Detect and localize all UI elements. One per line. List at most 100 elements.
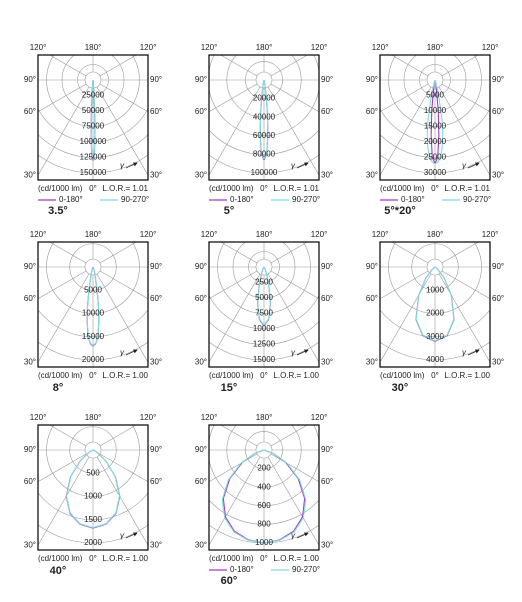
angle-label: 60° <box>321 294 333 303</box>
ray <box>434 266 490 300</box>
ray <box>209 266 265 300</box>
unit-label: (cd/1000 lm) <box>380 371 425 380</box>
gamma-symbol: γ <box>120 348 125 357</box>
lor-label: L.O.R.= 1.01 <box>273 184 319 193</box>
angle-label: 30° <box>195 357 207 366</box>
ray <box>263 79 319 113</box>
angle-label: 90° <box>321 445 333 454</box>
intensity-curve <box>259 79 265 160</box>
polar-panel: 180° 120° 120° 90° 90° 60° 60° 30° 30° 0° 200 400 60… <box>195 413 333 587</box>
caption: 3.5° <box>48 205 68 217</box>
r-tick-label: 20000 <box>424 137 447 146</box>
ray <box>434 79 490 113</box>
angle-label: 120° <box>311 413 328 422</box>
legend-label: 90-270° <box>463 195 491 204</box>
angle-label: 30° <box>366 170 378 179</box>
ray <box>263 242 308 268</box>
plot-area <box>38 425 148 550</box>
unit-label: (cd/1000 lm) <box>380 184 425 193</box>
caption: 8° <box>53 382 64 394</box>
angle-label: 180° <box>85 230 102 239</box>
gamma-symbol: γ <box>462 161 467 170</box>
angle-label: 60° <box>321 477 333 486</box>
ray <box>209 449 265 546</box>
angle-label: 90° <box>195 75 207 84</box>
angle-label: 0° <box>89 554 97 563</box>
ray <box>92 79 148 176</box>
angle-label: 60° <box>366 107 378 116</box>
r-tick-label: 15000 <box>82 332 105 341</box>
angle-label: 30° <box>492 170 504 179</box>
angle-label: 120° <box>30 413 47 422</box>
gamma-arrow <box>296 349 309 356</box>
intensity-curve <box>263 266 271 326</box>
caption: 30° <box>392 382 409 394</box>
r-tick-label: 2000 <box>84 538 102 547</box>
ray <box>92 266 148 363</box>
r-tick-label: 3000 <box>426 332 444 341</box>
angle-label: 60° <box>24 107 36 116</box>
r-tick-label: 75000 <box>82 122 105 131</box>
r-tick-label: 50000 <box>82 106 105 115</box>
r-tick-label: 60000 <box>253 131 276 140</box>
unit-label: (cd/1000 lm) <box>209 554 254 563</box>
legend-label: 90-270° <box>292 195 320 204</box>
caption: 60° <box>221 575 238 587</box>
intensity-curve <box>434 266 455 342</box>
ray <box>263 55 308 81</box>
legend-label: 90-270° <box>292 565 320 574</box>
plot-area <box>38 55 148 180</box>
plot-area <box>209 55 319 180</box>
ray <box>263 266 319 300</box>
gamma-symbol: γ <box>120 531 125 540</box>
r-tick-label: 2000 <box>426 309 444 318</box>
angle-label: 90° <box>492 262 504 271</box>
angle-label: 90° <box>150 262 162 271</box>
angle-label: 90° <box>24 445 36 454</box>
angle-label: 120° <box>140 230 157 239</box>
ray <box>391 55 436 81</box>
angle-label: 0° <box>260 371 268 380</box>
ray <box>263 449 319 483</box>
frame <box>208 424 320 551</box>
ray <box>49 55 94 81</box>
lor-label: L.O.R.= 1.01 <box>102 184 148 193</box>
angle-label: 60° <box>195 107 207 116</box>
angle-label: 180° <box>256 230 273 239</box>
frame <box>208 54 320 181</box>
angle-label: 30° <box>321 357 333 366</box>
angle-label: 90° <box>150 445 162 454</box>
angle-label: 0° <box>260 184 268 193</box>
intensity-curve <box>263 449 307 544</box>
plot-area <box>380 242 490 367</box>
r-tick-label: 15000 <box>424 122 447 131</box>
caption: 15° <box>221 382 238 394</box>
intensity-curve <box>263 79 269 160</box>
r-tick-label: 4000 <box>426 355 444 364</box>
ray <box>49 425 94 451</box>
angle-label: 60° <box>24 294 36 303</box>
angle-label: 120° <box>311 43 328 52</box>
polar-panel: 180° 120° 120° 90° 90° 60° 60° 30° 30° 0° 20000 400… <box>195 43 333 217</box>
ray <box>92 55 137 81</box>
angle-label: 90° <box>366 262 378 271</box>
angle-label: 30° <box>150 357 162 366</box>
legend-label: 90-270° <box>121 195 149 204</box>
unit-label: (cd/1000 lm) <box>209 371 254 380</box>
angle-label: 0° <box>431 184 439 193</box>
r-tick-label: 10000 <box>82 309 105 318</box>
angle-label: 120° <box>482 230 499 239</box>
angle-label: 60° <box>150 477 162 486</box>
angle-label: 0° <box>431 371 439 380</box>
ray <box>92 79 148 113</box>
angle-label: 60° <box>492 107 504 116</box>
plot-area <box>38 242 148 367</box>
ray <box>38 266 94 300</box>
ray <box>263 449 319 546</box>
angle-label: 180° <box>85 43 102 52</box>
lor-label: L.O.R.= 1.00 <box>444 371 490 380</box>
lor-label: L.O.R.= 1.00 <box>273 371 319 380</box>
r-tick-label: 20000 <box>253 94 276 103</box>
angle-label: 60° <box>150 107 162 116</box>
